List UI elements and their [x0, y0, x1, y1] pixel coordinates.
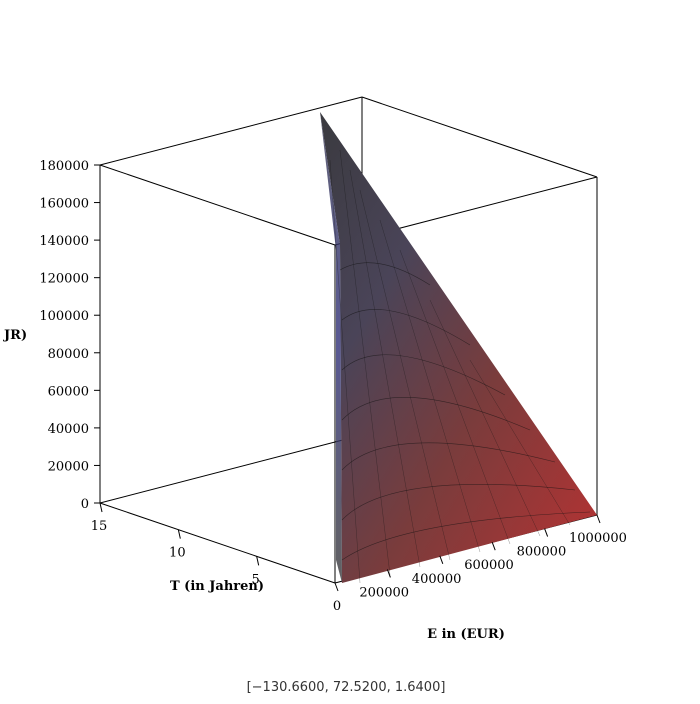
z-tick-label: 20000 [48, 459, 89, 474]
z-tick-label: 160000 [39, 197, 89, 212]
box-edge [99, 164, 336, 246]
y-tick-label: 10 [169, 546, 186, 561]
z-tick-label: 0 [81, 497, 89, 512]
box-edge [361, 96, 598, 178]
y-axis-label: T (in Jahren) [170, 579, 264, 594]
x-tick-label: 400000 [412, 572, 462, 587]
y-tick-label: 5 [252, 572, 260, 587]
x-tick [596, 514, 601, 524]
z-tick-label: 120000 [39, 272, 89, 287]
x-tick [386, 569, 391, 578]
z-tick-label: 40000 [48, 422, 89, 437]
x-tick-label: 600000 [464, 558, 514, 573]
axes: 0 20000 40000 60000 80000 100000 120000 140000 1… [39, 159, 627, 614]
surface [320, 112, 597, 584]
box-edge [99, 434, 363, 504]
z-tick-label: 180000 [39, 159, 89, 174]
y-tick [177, 529, 181, 539]
x-tick-label: 0 [333, 599, 341, 614]
z-tick-label: 140000 [39, 234, 89, 249]
z-axis-label: JR) [3, 328, 27, 343]
x-tick [491, 542, 496, 551]
x-tick [544, 528, 549, 537]
z-tick-label: 80000 [48, 347, 89, 362]
y-tick [256, 556, 260, 566]
box-edge [99, 502, 336, 584]
box-edge [99, 96, 363, 166]
z-tick-label: 100000 [39, 309, 89, 324]
caption: [−130.6600, 72.5200, 1.6400] [247, 680, 446, 695]
x-tick [334, 582, 339, 592]
x-tick-label: 1000000 [569, 531, 627, 546]
y-tick-label: 15 [91, 519, 108, 534]
z-tick-label: 60000 [48, 384, 89, 399]
x-tick-label: 800000 [517, 545, 567, 560]
x-tick-label: 200000 [359, 585, 409, 600]
x-axis-label: E in (EUR) [427, 627, 505, 642]
y-tick [99, 502, 103, 513]
x-tick [439, 555, 444, 564]
